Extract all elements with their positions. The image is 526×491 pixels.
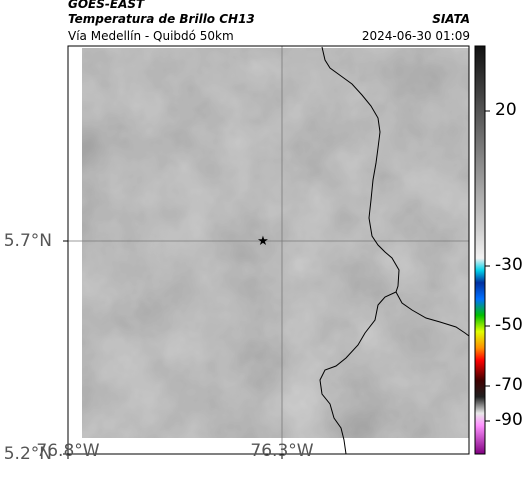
product-title: Temperatura de Brillo CH13	[68, 12, 255, 26]
satellite-title: GOES-EAST	[68, 0, 145, 11]
colorbar-label: -70	[495, 375, 523, 395]
colorbar	[474, 45, 486, 455]
x-tick-label: 76.3°W	[250, 441, 314, 461]
y-tick-label: 5.2°N	[3, 444, 52, 464]
colorbar-label: -50	[495, 315, 523, 335]
colorbar-label: -90	[495, 410, 523, 430]
star-icon: ★	[257, 234, 269, 249]
timestamp-label: 2024-06-30 01:09	[361, 29, 470, 43]
colorbar-label: 20	[495, 100, 517, 120]
border-line-east	[395, 291, 470, 337]
agency-label: SIATA	[432, 12, 470, 26]
colorbar-label: -30	[495, 255, 523, 275]
region-subtitle: Vía Medellín - Quibdó 50km	[68, 29, 234, 43]
map-border	[67, 45, 470, 455]
x-tick-label: 76.8°W	[36, 441, 100, 461]
border-line	[319, 46, 400, 455]
cloud-texture	[82, 48, 469, 438]
y-tick-label: 5.7°N	[3, 231, 52, 251]
